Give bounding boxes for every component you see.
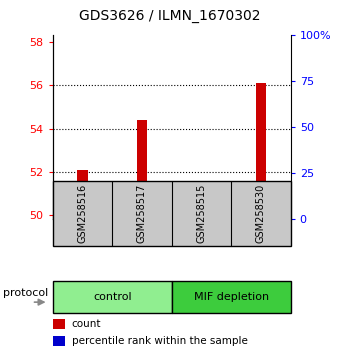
Bar [172, 281, 291, 313]
Text: GSM258517: GSM258517 [137, 184, 147, 243]
Text: percentile rank within the sample: percentile rank within the sample [72, 336, 248, 346]
Bar [53, 281, 172, 313]
Text: count: count [72, 319, 101, 329]
Bar [137, 202, 147, 215]
Bar [53, 336, 65, 346]
Bar [256, 201, 266, 215]
Bar [196, 205, 207, 215]
Bar [53, 319, 65, 329]
Text: control: control [93, 292, 132, 302]
Text: GSM258515: GSM258515 [197, 184, 206, 243]
Bar [256, 83, 266, 215]
Text: MIF depletion: MIF depletion [194, 292, 269, 302]
Text: GDS3626 / ILMN_1670302: GDS3626 / ILMN_1670302 [79, 9, 261, 23]
Bar [137, 120, 147, 215]
Text: GSM258516: GSM258516 [78, 184, 87, 243]
Text: GSM258530: GSM258530 [256, 184, 266, 243]
Bar [77, 207, 88, 215]
Bar [77, 170, 88, 215]
Bar [196, 209, 207, 215]
Text: protocol: protocol [3, 287, 49, 298]
